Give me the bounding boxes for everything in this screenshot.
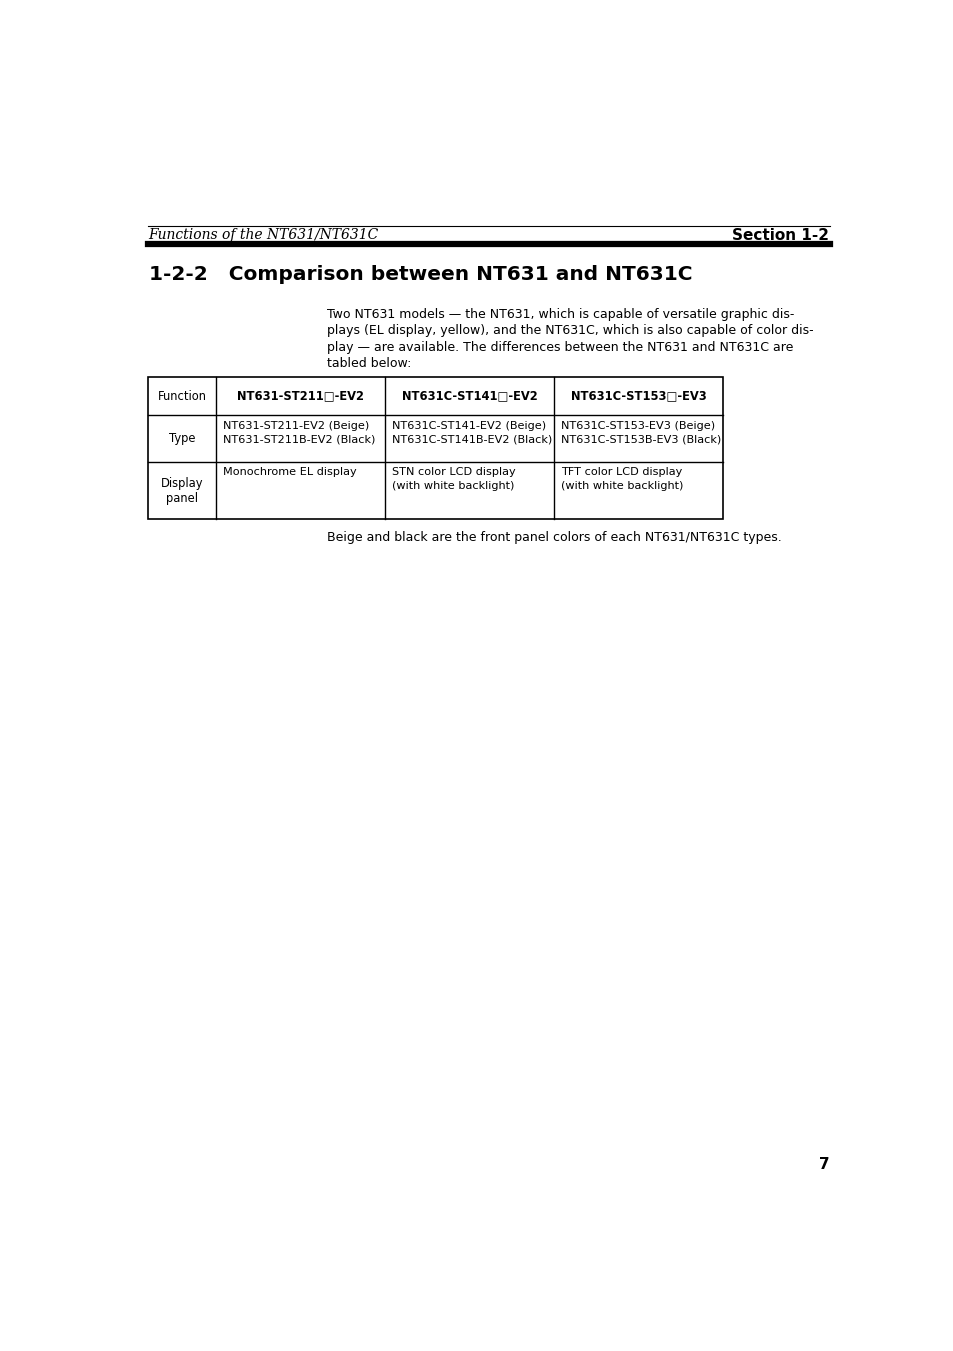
Text: Function: Function xyxy=(157,389,206,403)
Text: Type: Type xyxy=(169,432,195,444)
Text: TFT color LCD display
(with white backlight): TFT color LCD display (with white backli… xyxy=(560,467,682,490)
Text: play — are available. The differences between the NT631 and NT631C are: play — are available. The differences be… xyxy=(327,340,793,354)
Text: tabled below:: tabled below: xyxy=(327,357,411,370)
Text: Section 1-2: Section 1-2 xyxy=(731,228,828,243)
Text: plays (EL display, yellow), and the NT631C, which is also capable of color dis-: plays (EL display, yellow), and the NT63… xyxy=(327,324,813,338)
Text: Beige and black are the front panel colors of each NT631/NT631C types.: Beige and black are the front panel colo… xyxy=(327,531,781,544)
Text: STN color LCD display
(with white backlight): STN color LCD display (with white backli… xyxy=(392,467,516,490)
Text: Monochrome EL display: Monochrome EL display xyxy=(223,467,356,477)
Text: 1-2-2   Comparison between NT631 and NT631C: 1-2-2 Comparison between NT631 and NT631… xyxy=(149,265,692,284)
Text: Display
panel: Display panel xyxy=(161,477,203,504)
Text: NT631-ST211-EV2 (Beige)
NT631-ST211B-EV2 (Black): NT631-ST211-EV2 (Beige) NT631-ST211B-EV2… xyxy=(223,422,375,444)
Text: 7: 7 xyxy=(818,1156,828,1171)
Text: Functions of the NT631/NT631C: Functions of the NT631/NT631C xyxy=(149,228,378,242)
Text: Two NT631 models — the NT631, which is capable of versatile graphic dis-: Two NT631 models — the NT631, which is c… xyxy=(327,308,794,320)
Text: NT631C-ST141-EV2 (Beige)
NT631C-ST141B-EV2 (Black): NT631C-ST141-EV2 (Beige) NT631C-ST141B-E… xyxy=(392,422,552,444)
Bar xyxy=(148,377,722,519)
Text: NT631C-ST153□-EV3: NT631C-ST153□-EV3 xyxy=(570,389,705,403)
Text: NT631-ST211□-EV2: NT631-ST211□-EV2 xyxy=(237,389,364,403)
Text: NT631C-ST141□-EV2: NT631C-ST141□-EV2 xyxy=(401,389,537,403)
Text: NT631C-ST153-EV3 (Beige)
NT631C-ST153B-EV3 (Black): NT631C-ST153-EV3 (Beige) NT631C-ST153B-E… xyxy=(560,422,720,444)
